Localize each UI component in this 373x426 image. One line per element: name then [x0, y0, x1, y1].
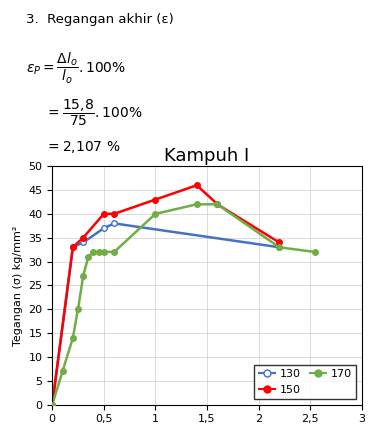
- Text: $= 2{,}107\ \%$: $= 2{,}107\ \%$: [45, 139, 120, 155]
- Text: 3.  Regangan akhir (ε): 3. Regangan akhir (ε): [26, 13, 174, 26]
- Title: Kampuh I: Kampuh I: [164, 147, 250, 164]
- Text: $= \dfrac{15{,}8}{75} . 100\%$: $= \dfrac{15{,}8}{75} . 100\%$: [45, 98, 142, 128]
- Text: $\varepsilon_P = \dfrac{\Delta l_o}{l_o} . 100\%$: $\varepsilon_P = \dfrac{\Delta l_o}{l_o}…: [26, 50, 126, 86]
- Legend: 130, 150, 170: 130, 150, 170: [254, 365, 356, 399]
- Y-axis label: Tegangan (σ) kg/mm²: Tegangan (σ) kg/mm²: [13, 225, 23, 345]
